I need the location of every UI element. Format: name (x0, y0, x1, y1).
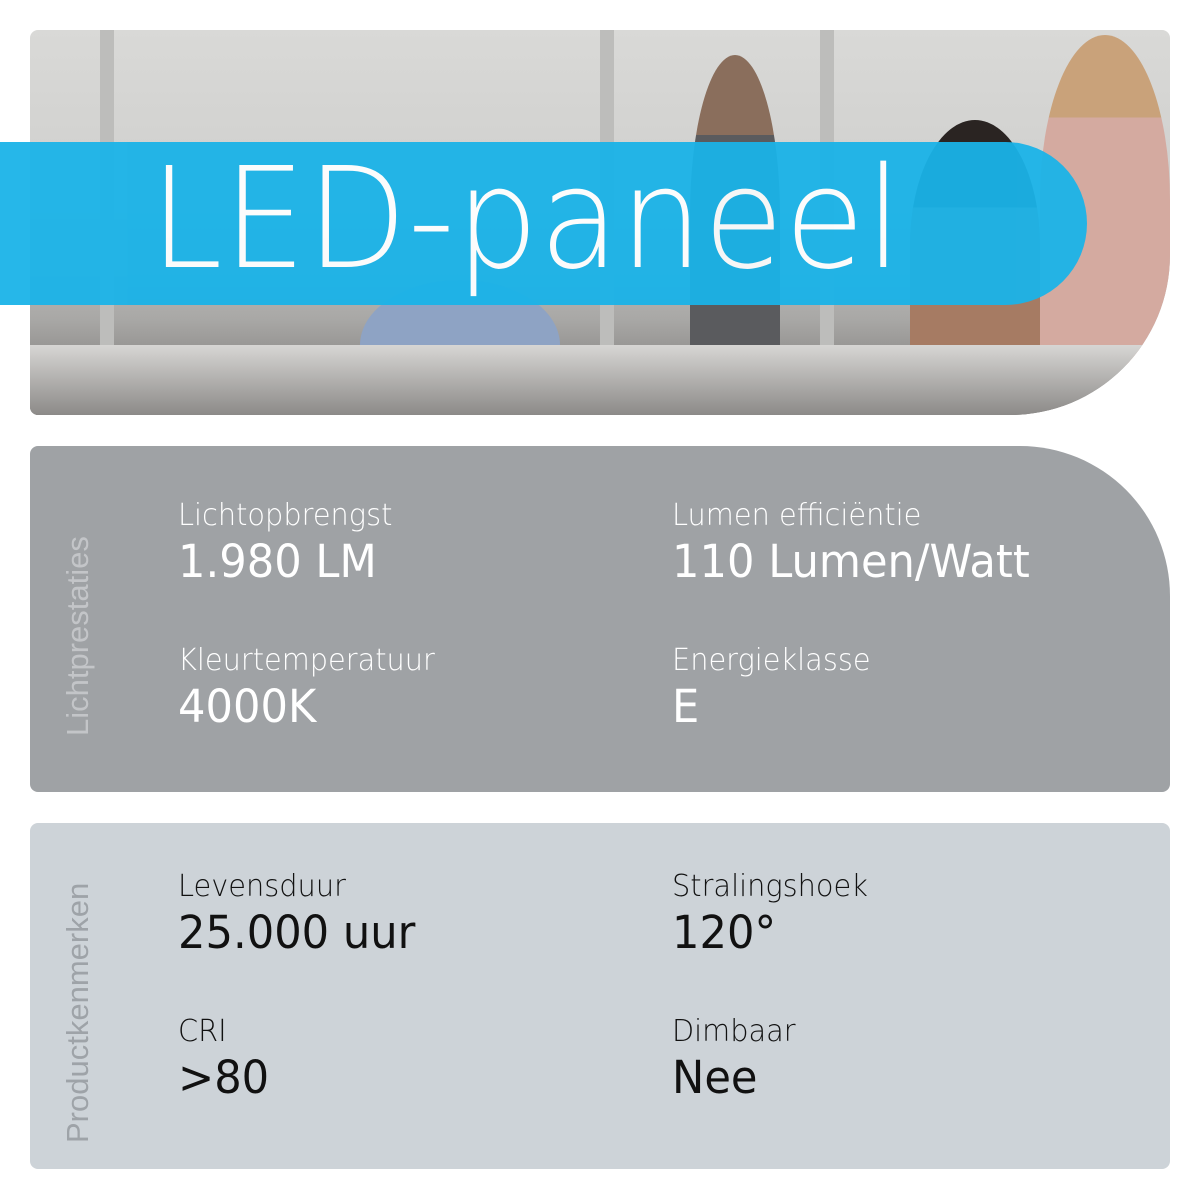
spec-label: Dimbaar (672, 1014, 796, 1049)
spec-dimbaar: Dimbaar Nee (672, 1014, 801, 1106)
spec-cri: CRI >80 (178, 1014, 273, 1106)
section-title: Lichtprestaties (60, 536, 95, 736)
spec-label: Lumen efficiëntie (672, 498, 922, 533)
section-title: Productkenmerken (60, 882, 95, 1143)
spec-value: 4000K (178, 680, 317, 733)
spec-stralingshoek: Stralingshoek 120° (672, 869, 876, 961)
spec-label: Stralingshoek (672, 869, 868, 904)
title-banner: LED-paneel (0, 142, 1087, 305)
section-lichtprestaties: Lichtprestaties Lichtopbrengst 1.980 LM … (30, 446, 1170, 792)
spec-label: Energieklasse (672, 643, 871, 678)
spec-lumen-efficientie: Lumen efficiëntie 110 Lumen/Watt (672, 498, 1045, 590)
product-title: LED-paneel (150, 138, 903, 301)
spec-value: >80 (178, 1051, 270, 1104)
meeting-table (30, 345, 1170, 415)
spec-levensduur: Levensduur 25.000 uur (178, 869, 425, 961)
spec-value: 110 Lumen/Watt (672, 535, 1030, 588)
spec-label: Levensduur (178, 869, 346, 904)
section-productkenmerken: Productkenmerken Levensduur 25.000 uur S… (30, 823, 1170, 1169)
spec-lichtopbrengst: Lichtopbrengst 1.980 LM (178, 498, 401, 590)
spec-value: Nee (672, 1051, 758, 1104)
spec-energieklasse: Energieklasse E (672, 643, 879, 735)
spec-kleurtemperatuur: Kleurtemperatuur 4000K (178, 643, 446, 735)
spec-value: 1.980 LM (178, 535, 377, 588)
spec-value: 120° (672, 906, 777, 959)
spec-value: 25.000 uur (178, 906, 416, 959)
spec-value: E (672, 680, 700, 733)
spec-label: Lichtopbrengst (178, 498, 393, 533)
spec-label: Kleurtemperatuur (178, 643, 435, 678)
spec-label: CRI (178, 1014, 227, 1049)
